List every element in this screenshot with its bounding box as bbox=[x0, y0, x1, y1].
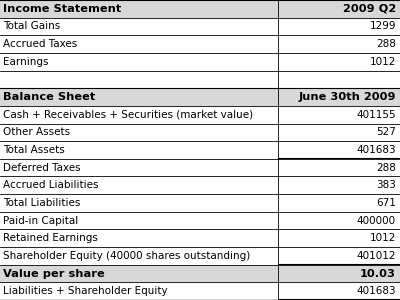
Text: 527: 527 bbox=[376, 128, 396, 137]
Text: Total Assets: Total Assets bbox=[3, 145, 65, 155]
Text: Other Assets: Other Assets bbox=[3, 128, 70, 137]
Text: Paid-in Capital: Paid-in Capital bbox=[3, 216, 78, 226]
Text: 383: 383 bbox=[376, 180, 396, 190]
FancyBboxPatch shape bbox=[0, 265, 400, 282]
FancyBboxPatch shape bbox=[0, 53, 400, 70]
Text: Earnings: Earnings bbox=[3, 57, 49, 67]
FancyBboxPatch shape bbox=[0, 141, 400, 159]
FancyBboxPatch shape bbox=[0, 124, 400, 141]
Text: Liabilities + Shareholder Equity: Liabilities + Shareholder Equity bbox=[3, 286, 168, 296]
Text: Deferred Taxes: Deferred Taxes bbox=[3, 163, 81, 172]
FancyBboxPatch shape bbox=[0, 247, 400, 265]
FancyBboxPatch shape bbox=[0, 176, 400, 194]
Text: Cash + Receivables + Securities (market value): Cash + Receivables + Securities (market … bbox=[3, 110, 253, 120]
Text: 288: 288 bbox=[376, 163, 396, 172]
FancyBboxPatch shape bbox=[0, 159, 400, 176]
Text: Accrued Taxes: Accrued Taxes bbox=[3, 39, 78, 49]
Text: 1299: 1299 bbox=[370, 22, 396, 32]
Text: 671: 671 bbox=[376, 198, 396, 208]
Text: 401683: 401683 bbox=[356, 145, 396, 155]
Text: Income Statement: Income Statement bbox=[3, 4, 122, 14]
Text: 1012: 1012 bbox=[370, 233, 396, 243]
Text: Retained Earnings: Retained Earnings bbox=[3, 233, 98, 243]
Text: 2009 Q2: 2009 Q2 bbox=[343, 4, 396, 14]
Text: 401683: 401683 bbox=[356, 286, 396, 296]
FancyBboxPatch shape bbox=[0, 18, 400, 35]
Text: 10.03: 10.03 bbox=[360, 268, 396, 278]
Text: 288: 288 bbox=[376, 39, 396, 49]
FancyBboxPatch shape bbox=[0, 106, 400, 124]
Text: 401012: 401012 bbox=[356, 251, 396, 261]
FancyBboxPatch shape bbox=[0, 282, 400, 300]
FancyBboxPatch shape bbox=[0, 212, 400, 230]
FancyBboxPatch shape bbox=[0, 88, 400, 106]
Text: Total Liabilities: Total Liabilities bbox=[3, 198, 80, 208]
Text: 401155: 401155 bbox=[356, 110, 396, 120]
FancyBboxPatch shape bbox=[0, 35, 400, 53]
Text: Accrued Liabilities: Accrued Liabilities bbox=[3, 180, 99, 190]
FancyBboxPatch shape bbox=[0, 230, 400, 247]
FancyBboxPatch shape bbox=[0, 70, 400, 88]
Text: June 30th 2009: June 30th 2009 bbox=[298, 92, 396, 102]
Text: 400000: 400000 bbox=[357, 216, 396, 226]
FancyBboxPatch shape bbox=[0, 0, 400, 18]
Text: Balance Sheet: Balance Sheet bbox=[3, 92, 96, 102]
FancyBboxPatch shape bbox=[0, 194, 400, 212]
Text: 1012: 1012 bbox=[370, 57, 396, 67]
Text: Shareholder Equity (40000 shares outstanding): Shareholder Equity (40000 shares outstan… bbox=[3, 251, 250, 261]
Text: Total Gains: Total Gains bbox=[3, 22, 60, 32]
Text: Value per share: Value per share bbox=[3, 268, 105, 278]
